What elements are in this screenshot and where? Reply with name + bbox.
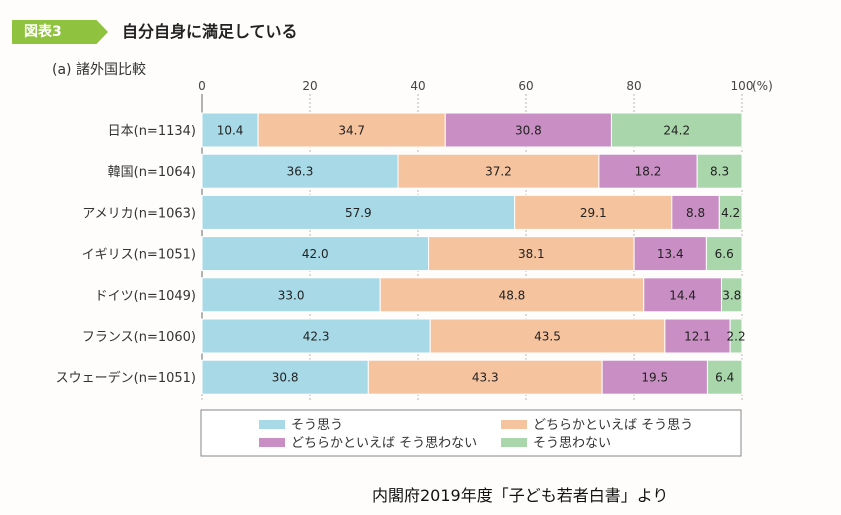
category-label: 韓国(n=1064) (108, 165, 196, 180)
bar-value-label: 8.8 (686, 206, 705, 220)
bar-value-label: 36.3 (287, 165, 314, 179)
category-label: アメリカ(n=1063) (82, 206, 196, 221)
bar-value-label: 12.1 (684, 330, 711, 344)
bar-segment (610, 112, 743, 148)
category-label: スウェーデン(n=1051) (56, 370, 196, 386)
category-label: ドイツ(n=1049) (95, 289, 196, 304)
legend-label: どちらかといえば そう思う (533, 418, 693, 433)
bar-value-label: 42.3 (303, 330, 330, 344)
x-tick-label: 40 (410, 79, 425, 93)
figure-title: 自分自身に満足している (122, 22, 298, 41)
bar-value-label: 30.8 (515, 124, 542, 138)
legend-swatch (501, 420, 527, 429)
bar-value-label: 34.7 (338, 124, 365, 138)
bar-segment (671, 194, 720, 230)
bar-value-label: 29.1 (580, 206, 607, 220)
bar-value-label: 2.2 (727, 330, 746, 344)
bar-segment (664, 318, 731, 354)
bar-value-label: 38.1 (518, 247, 545, 261)
stacked-bar-chart: 0 20 40 60 80 100(%) 日本(n=1134) 10.4 34.7 30.8 24.… (56, 79, 773, 457)
bar-value-label: 42.0 (302, 247, 329, 261)
bar-segment (428, 236, 635, 272)
bar-segment (633, 236, 707, 272)
bar-value-label: 19.5 (641, 371, 668, 385)
bar-segment (720, 277, 743, 313)
figure-badge: 図表3 (12, 20, 108, 44)
bar-segment (397, 153, 600, 189)
bar-value-label: 10.4 (217, 124, 244, 138)
bar-value-label: 6.6 (715, 247, 734, 261)
legend-label: そう思わない (533, 436, 611, 451)
x-tick-label: 100 (731, 79, 754, 93)
bar-segment (729, 318, 743, 354)
bar-segment (705, 236, 743, 272)
legend-swatch (501, 438, 527, 447)
bar-value-label: 43.3 (472, 371, 499, 385)
x-tick-label: 20 (302, 79, 317, 93)
figure-subtitle: (a) 諸外国比較 (52, 62, 146, 78)
bar-value-label: 8.3 (710, 165, 729, 179)
legend-label: どちらかといえば そう思わない (291, 436, 477, 451)
bar-segment (201, 236, 430, 272)
bar-segment (201, 359, 369, 395)
bar-value-label: 37.2 (485, 165, 512, 179)
bar-value-label: 3.8 (722, 288, 741, 302)
bar-value-label: 30.8 (272, 371, 299, 385)
category-label: フランス(n=1060) (82, 330, 196, 345)
bar-segment (201, 153, 399, 189)
bar-value-label: 24.2 (663, 124, 690, 138)
category-label: 日本(n=1134) (108, 124, 196, 139)
bar-segment (718, 194, 743, 230)
bar-value-label: 18.2 (635, 165, 662, 179)
bar-value-label: 4.2 (721, 206, 740, 220)
bar-segment (201, 194, 516, 230)
bar-value-label: 48.8 (499, 288, 526, 302)
bar-segment (429, 318, 666, 354)
bar-segment (444, 112, 612, 148)
legend-box (200, 409, 742, 457)
bar-segment (643, 277, 722, 313)
bar-value-label: 6.4 (715, 371, 734, 385)
bar-segment (201, 277, 381, 313)
bar-segment (601, 359, 708, 395)
x-tick-label: 60 (518, 79, 533, 93)
x-tick-label: 80 (626, 79, 641, 93)
bar-segment (706, 359, 743, 395)
source-note: 内閣府2019年度「子ども若者白書」より (372, 486, 669, 505)
bar-segment (257, 112, 446, 148)
bar-value-label: 14.4 (669, 288, 696, 302)
category-label: イギリス(n=1051) (82, 248, 196, 263)
bar-segment (696, 153, 743, 189)
bar-value-label: 13.4 (657, 247, 684, 261)
bar-segment (514, 194, 673, 230)
bar-segment (379, 277, 645, 313)
bar-value-label: 33.0 (278, 288, 305, 302)
legend-swatch (259, 420, 285, 429)
legend-swatch (259, 438, 285, 447)
x-tick-label: 0 (198, 79, 206, 93)
bar-value-label: 57.9 (345, 206, 372, 220)
bar-segment (598, 153, 698, 189)
bar-value-label: 43.5 (534, 330, 561, 344)
legend-label: そう思う (291, 418, 343, 433)
x-unit-label: (%) (752, 79, 773, 93)
